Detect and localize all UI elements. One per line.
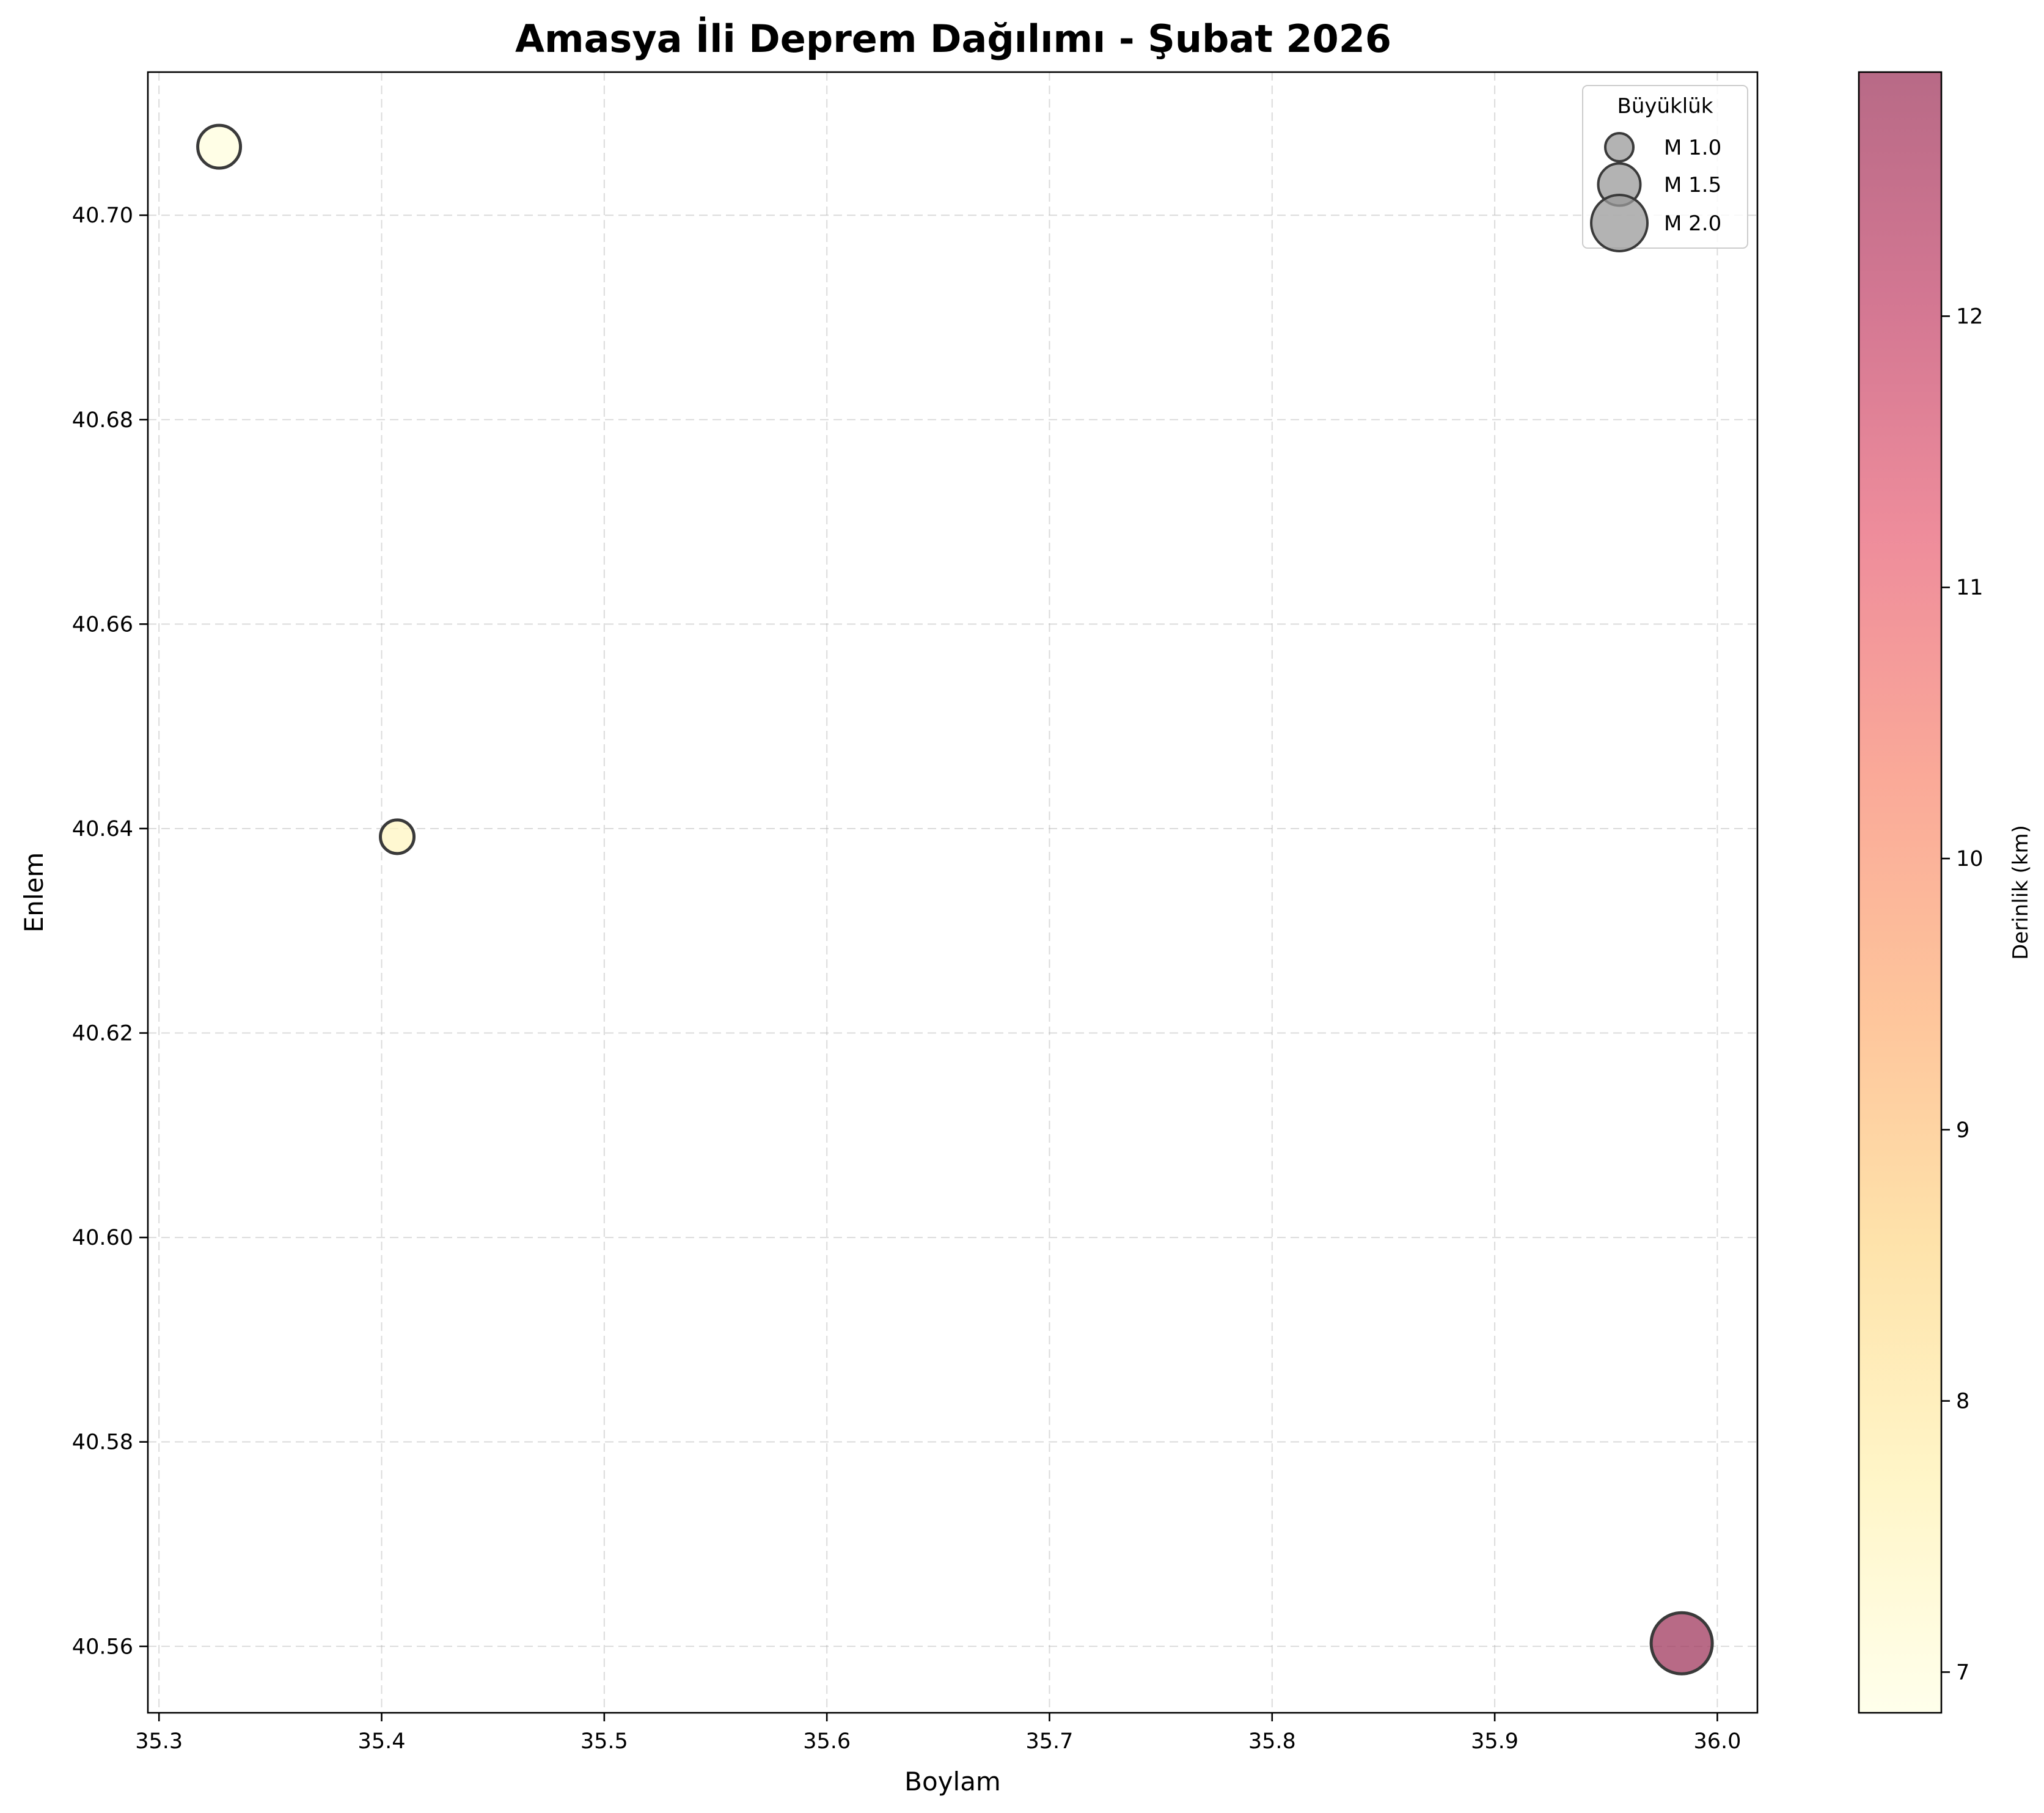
x-axis-ticks: 35.3 35.4 35.5 35.6 35.7 35.8 35.9 36.0 xyxy=(135,1713,1741,1754)
legend-entry-label: M 2.0 xyxy=(1664,211,1721,236)
x-tick-label: 35.3 xyxy=(135,1729,183,1754)
colorbar-tick-label: 9 xyxy=(1956,1118,1969,1143)
y-tick-label: 40.56 xyxy=(72,1635,133,1659)
colorbar-tick-label: 11 xyxy=(1956,576,1984,600)
y-tick-label: 40.64 xyxy=(72,817,133,841)
y-tick-label: 40.70 xyxy=(72,203,133,228)
earthquake-point xyxy=(379,818,416,855)
legend-entry-label: M 1.5 xyxy=(1664,173,1721,197)
x-tick-label: 35.9 xyxy=(1471,1729,1518,1754)
y-tick-label: 40.58 xyxy=(72,1430,133,1455)
y-tick-label: 40.66 xyxy=(72,612,133,637)
legend-marker xyxy=(1604,132,1635,163)
y-axis-label: Enlem xyxy=(19,852,49,933)
x-tick-label: 35.7 xyxy=(1026,1729,1074,1754)
y-tick-label: 40.62 xyxy=(72,1022,133,1046)
earthquake-point xyxy=(196,123,243,170)
x-axis-label: Boylam xyxy=(904,1767,1001,1797)
data-points xyxy=(196,123,1714,1676)
y-tick-label: 40.68 xyxy=(72,408,133,433)
colorbar: Derinlik (km) 7 8 9 10 11 12 xyxy=(1858,71,2033,1714)
legend-title: Büyüklük xyxy=(1617,94,1713,119)
colorbar-strip xyxy=(1858,71,1943,1714)
y-tick-label: 40.60 xyxy=(72,1226,133,1250)
legend-marker xyxy=(1590,194,1649,252)
plot-frame xyxy=(147,71,1759,1714)
y-axis-ticks: 40.56 40.58 40.60 40.62 40.64 40.66 40.68 40.70 xyxy=(72,203,148,1659)
colorbar-tick-label: 8 xyxy=(1956,1390,1969,1414)
grid-lines xyxy=(148,72,1757,1713)
colorbar-tick-label: 12 xyxy=(1956,304,1984,329)
x-tick-label: 35.8 xyxy=(1248,1729,1296,1754)
x-tick-label: 35.6 xyxy=(803,1729,851,1754)
legend: Büyüklük M 1.0 M 1.5 M 2.0 xyxy=(1582,85,1748,252)
x-tick-label: 35.4 xyxy=(358,1729,406,1754)
colorbar-tick-label: 10 xyxy=(1956,847,1984,871)
colorbar-label: Derinlik (km) xyxy=(2009,825,2033,960)
earthquake-point xyxy=(1649,1611,1714,1676)
legend-entry-label: M 1.0 xyxy=(1664,136,1721,160)
chart-title: Amasya İli Deprem Dağılımı - Şubat 2026 xyxy=(515,16,1391,61)
x-tick-label: 35.5 xyxy=(581,1729,628,1754)
colorbar-tick-label: 7 xyxy=(1956,1660,1969,1685)
x-tick-label: 36.0 xyxy=(1693,1729,1741,1754)
